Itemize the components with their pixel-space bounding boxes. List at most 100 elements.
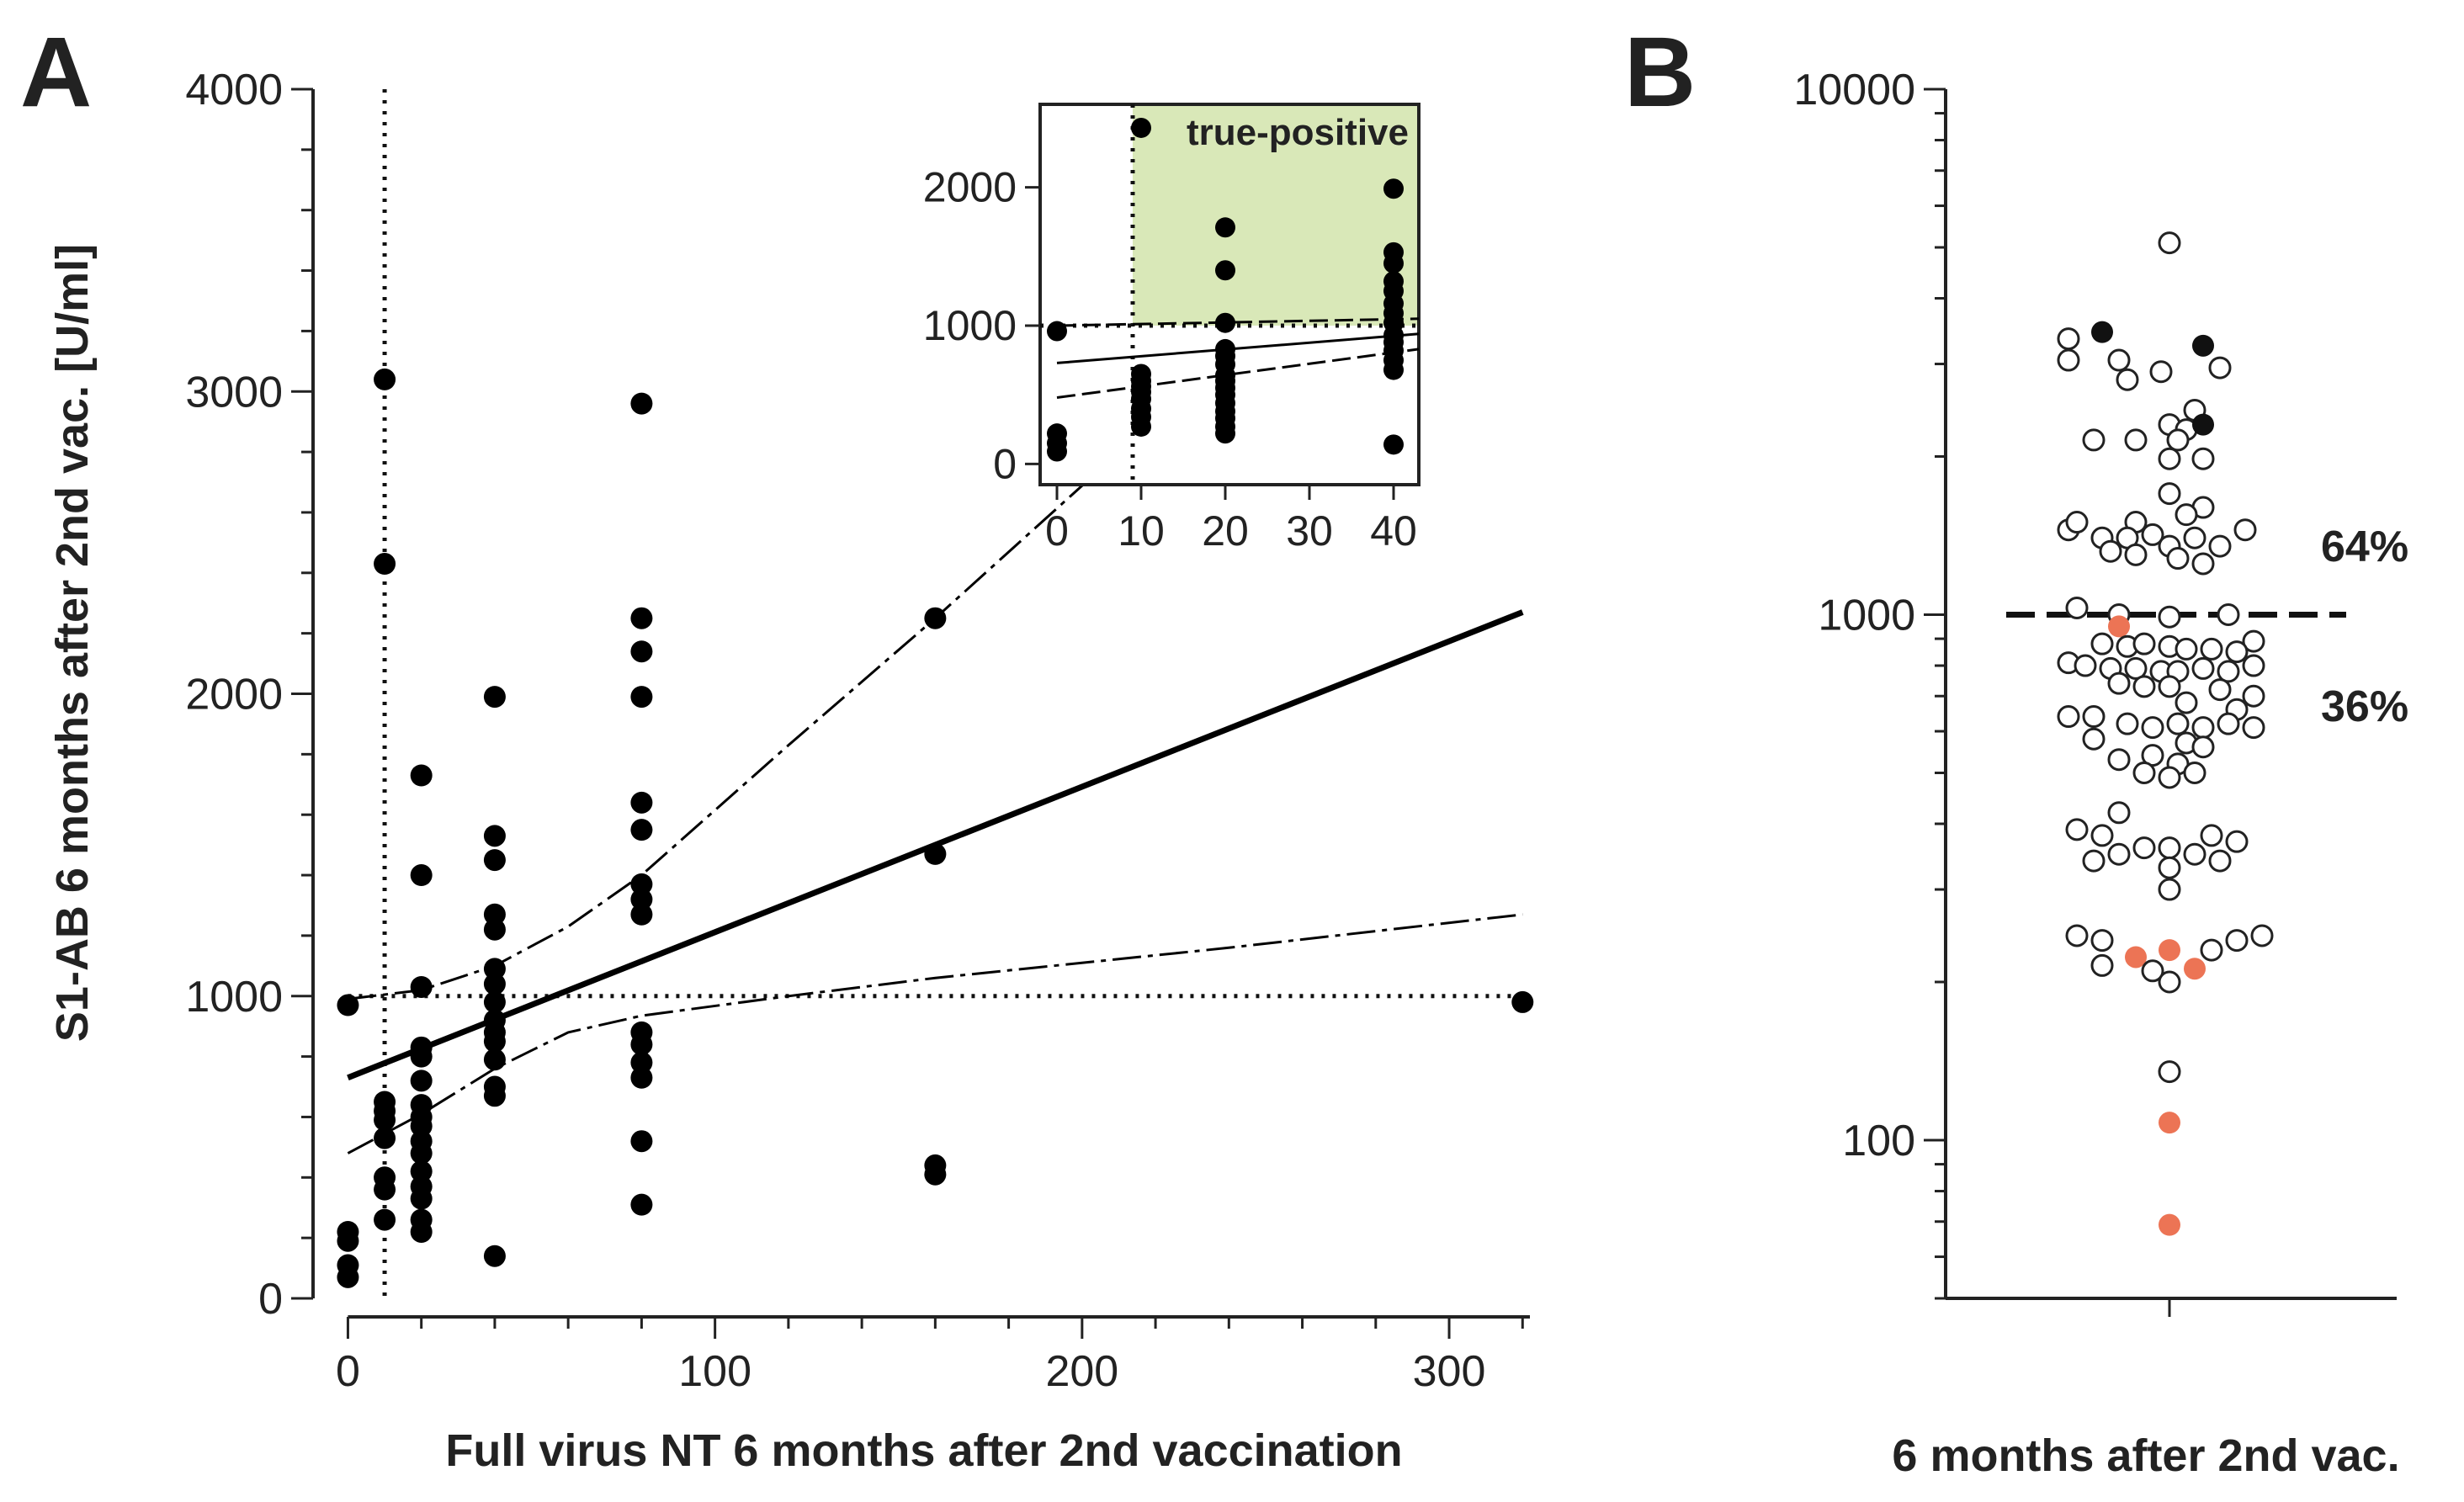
- inset-scatter: true-positive 0 1000 2000 0 10 20 30 40: [923, 103, 1421, 555]
- panel-a-data-point: [483, 825, 506, 847]
- panel-b-data-point-open: [2074, 654, 2097, 677]
- panel-b-data-point-open: [2124, 543, 2148, 566]
- panel-b-data-point-open: [2166, 428, 2190, 452]
- panel-b-data-point-open: [2065, 596, 2089, 619]
- panel-a-data-point: [410, 1220, 433, 1243]
- panel-b-x-axis-title: 6 months after 2nd vac.: [1892, 1430, 2399, 1481]
- inset-data-point: [1131, 416, 1151, 437]
- panel-a-data-point: [630, 791, 653, 814]
- inset-x-tick-label: 40: [1370, 507, 1417, 555]
- panel-a-y-tick-label: 1000: [185, 973, 283, 1022]
- panel-a-data-point: [410, 1115, 433, 1138]
- panel-a-data-point: [483, 1085, 506, 1107]
- panel-b-data-point-open: [2141, 523, 2164, 546]
- panel-b-data-point-open: [2166, 712, 2190, 735]
- panel-a-x-tick-label: 300: [1413, 1347, 1486, 1396]
- inset-y-tick-label: 1000: [923, 302, 1017, 349]
- panel-b-data-point-open: [2166, 547, 2190, 571]
- inset-data-point: [1383, 359, 1404, 380]
- panel-a-data-point: [374, 1127, 396, 1149]
- panel-a-data-point: [630, 640, 653, 663]
- panel-b-data-point-open: [2200, 637, 2223, 661]
- panel-a-data-point: [374, 1208, 396, 1231]
- panel-b-data-point-open: [2225, 640, 2249, 664]
- panel-b-y-tick-label: 1000: [1818, 592, 1915, 640]
- panel-b-data-point-open: [2107, 348, 2131, 372]
- panel-a-data-point: [483, 973, 506, 995]
- panel-b-data-point-open: [2141, 959, 2164, 983]
- panel-b-data-point-open: [2225, 830, 2249, 853]
- panel-b-data-point-open: [2158, 231, 2181, 255]
- panel-b-data-point-open: [2158, 447, 2181, 470]
- panel-b-data-point-open: [2082, 705, 2106, 729]
- panel-b-data-point-open: [2107, 842, 2131, 866]
- panel-a-data-point: [630, 1130, 653, 1153]
- panel-b-data-point-open: [2158, 878, 2181, 901]
- panel-b-data-point-open: [2057, 348, 2080, 372]
- panel-b-data-point-open: [2158, 482, 2181, 506]
- panel-a-data-point: [630, 903, 653, 926]
- panel-a-y-tick-label: 3000: [185, 368, 283, 417]
- panel-a-data-point: [337, 1229, 359, 1252]
- inset-x-tick-label: 0: [1045, 507, 1069, 555]
- panel-b-data-point-open: [2082, 428, 2106, 452]
- panel-a-y-tick-label: 0: [258, 1275, 283, 1324]
- panel-b-data-point-open: [2082, 849, 2106, 873]
- panel-b-data-point-filled: [2192, 413, 2214, 436]
- panel-letter-a: A: [20, 17, 92, 128]
- panel-b-data-point-highlight: [2108, 615, 2130, 638]
- panel-b-data-point-open: [2191, 656, 2215, 680]
- panel-b-data-point-open: [2158, 766, 2181, 789]
- panel-a-data-point: [374, 1178, 396, 1201]
- panel-b-data-point-open: [2116, 712, 2139, 735]
- panel-b-data-point-open: [2132, 761, 2156, 784]
- panel-b-below-percent: 36%: [2321, 682, 2408, 731]
- panel-a-data-point: [483, 849, 506, 872]
- panel-a-data-point: [630, 1193, 653, 1216]
- panel-b-data-point-open: [2250, 924, 2274, 947]
- panel-b-data-point-open: [2107, 671, 2131, 695]
- panel-b-data-point-open: [2158, 1060, 2181, 1084]
- panel-b-data-point-open: [2090, 953, 2114, 977]
- panel-b-data-point-open: [2183, 526, 2206, 549]
- panel-a-data-point: [410, 1187, 433, 1210]
- panel-b-data-point-highlight: [2159, 1112, 2180, 1134]
- panel-b-data-point-open: [2183, 842, 2206, 866]
- panel-a-data-point: [337, 994, 359, 1016]
- panel-a-ci-upper-line: [348, 444, 1128, 1000]
- panel-a-data-point: [410, 1045, 433, 1068]
- panel-b-data-point-open: [2124, 656, 2148, 680]
- panel-b-data-point-open: [2090, 824, 2114, 847]
- inset-y-tick-label: 2000: [923, 164, 1017, 211]
- panel-b-data-point-open: [2132, 675, 2156, 698]
- inset-data-point: [1047, 441, 1067, 462]
- panel-b-data-point-open: [2242, 629, 2265, 653]
- panel-a-data-point: [410, 1069, 433, 1092]
- panel-b-data-point-open: [2208, 849, 2232, 873]
- panel-a-data-point: [630, 873, 653, 895]
- inset-y-tick-label: 0: [993, 440, 1017, 487]
- panel-b-data-point-open: [2225, 929, 2249, 953]
- panel-b-data-point-filled: [2091, 321, 2113, 343]
- panel-a-data-point: [1511, 990, 1534, 1013]
- panel-a-x-tick-label: 0: [336, 1347, 360, 1396]
- panel-a-data-point: [374, 1109, 396, 1132]
- panel-b-data-point-open: [2116, 368, 2139, 391]
- panel-b-data-point-open: [2099, 539, 2122, 563]
- panel-b-data-point-open: [2217, 712, 2240, 735]
- inset-x-tick-label: 10: [1118, 507, 1165, 555]
- panel-b-data-point-open: [2242, 716, 2265, 740]
- inset-regression-line: [1056, 332, 1420, 364]
- panel-a-data-point: [374, 553, 396, 576]
- panel-a-x-axis-title: Full virus NT 6 months after 2nd vaccina…: [445, 1425, 1402, 1476]
- panel-b-data-point-open: [2242, 654, 2265, 677]
- panel-b-data-point-open: [2208, 534, 2232, 558]
- panel-b-data-point-open: [2208, 678, 2232, 702]
- panel-b-y-tick-label: 10000: [1793, 66, 1915, 114]
- panel-b-data-point-open: [2132, 632, 2156, 655]
- inset-data-point: [1383, 253, 1404, 274]
- panel-b-data-point-open: [2158, 970, 2181, 994]
- inset-frame: [1038, 103, 1421, 486]
- panel-b-data-point-open: [2233, 518, 2257, 542]
